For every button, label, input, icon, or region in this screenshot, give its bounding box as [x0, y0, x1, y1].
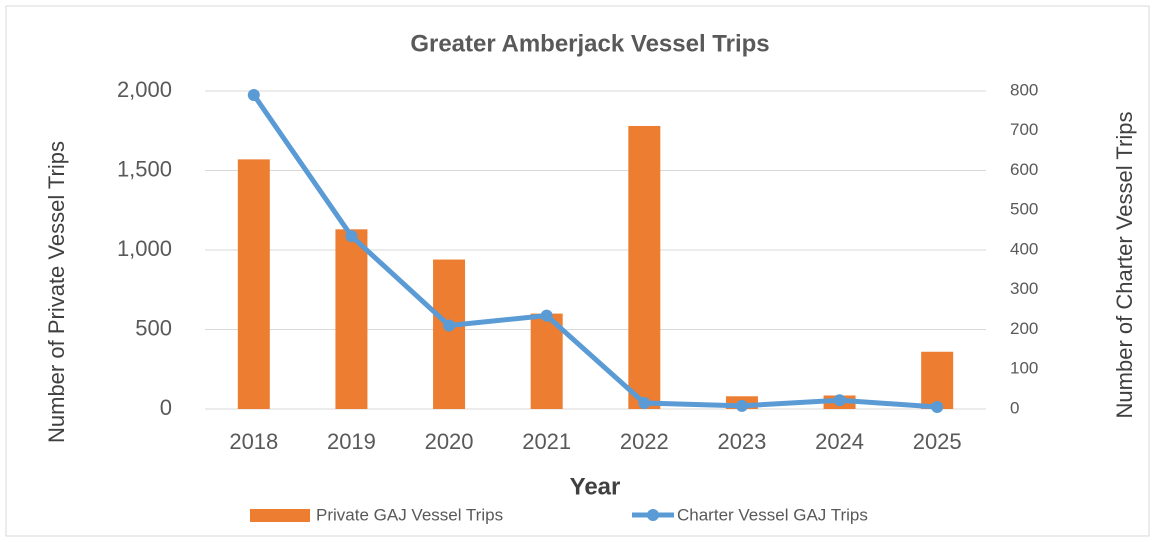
y2-tick-label: 600 [1010, 160, 1038, 179]
y2-tick-label: 100 [1010, 359, 1038, 378]
y-tick-label: 2,000 [117, 77, 172, 102]
y-tick-label: 500 [135, 315, 172, 340]
x-axis-label: Year [570, 473, 621, 500]
y2-tick-label: 800 [1010, 80, 1038, 99]
legend-label: Charter Vessel GAJ Trips [677, 505, 868, 524]
x-tick-label: 2021 [522, 429, 571, 454]
marker [540, 309, 553, 322]
chart-title: Greater Amberjack Vessel Trips [410, 30, 769, 57]
line [251, 93, 938, 410]
bar [628, 125, 661, 409]
marker [833, 394, 846, 407]
y-axis-label: Number of Private Vessel Trips [44, 141, 69, 443]
marker [931, 401, 944, 414]
marker [247, 88, 260, 101]
y2-tick-label: 500 [1010, 200, 1038, 219]
x-tick-label: 2020 [425, 429, 474, 454]
y2-tick-label: 300 [1010, 279, 1038, 298]
y-tick-label: 1,000 [117, 236, 172, 261]
marker [443, 319, 456, 332]
bar [530, 313, 563, 409]
y2-tick-label: 200 [1010, 319, 1038, 338]
y2-tick-label: 0 [1010, 398, 1019, 417]
legend-label: Private GAJ Vessel Trips [316, 505, 503, 524]
y-tick-label: 1,500 [117, 156, 172, 181]
x-tick-label: 2018 [229, 429, 278, 454]
bar [433, 259, 466, 409]
y2-tick-label: 400 [1010, 239, 1038, 258]
x-tick-label: 2024 [815, 429, 864, 454]
legend-marker [647, 509, 659, 521]
chart-frame [5, 5, 1150, 537]
y2-tick-label: 700 [1010, 120, 1038, 139]
x-tick-label: 2025 [913, 429, 962, 454]
y-tick-label: 0 [160, 395, 172, 420]
marker [735, 399, 748, 412]
x-tick-label: 2019 [327, 429, 376, 454]
bar [237, 159, 270, 409]
bar [335, 229, 368, 409]
y2-axis-label: Number of Charter Vessel Trips [1112, 112, 1137, 419]
legend-swatch [250, 509, 310, 522]
bar [921, 351, 954, 409]
x-tick-label: 2022 [620, 429, 669, 454]
marker [345, 230, 358, 243]
x-tick-label: 2023 [717, 429, 766, 454]
marker [638, 397, 651, 410]
